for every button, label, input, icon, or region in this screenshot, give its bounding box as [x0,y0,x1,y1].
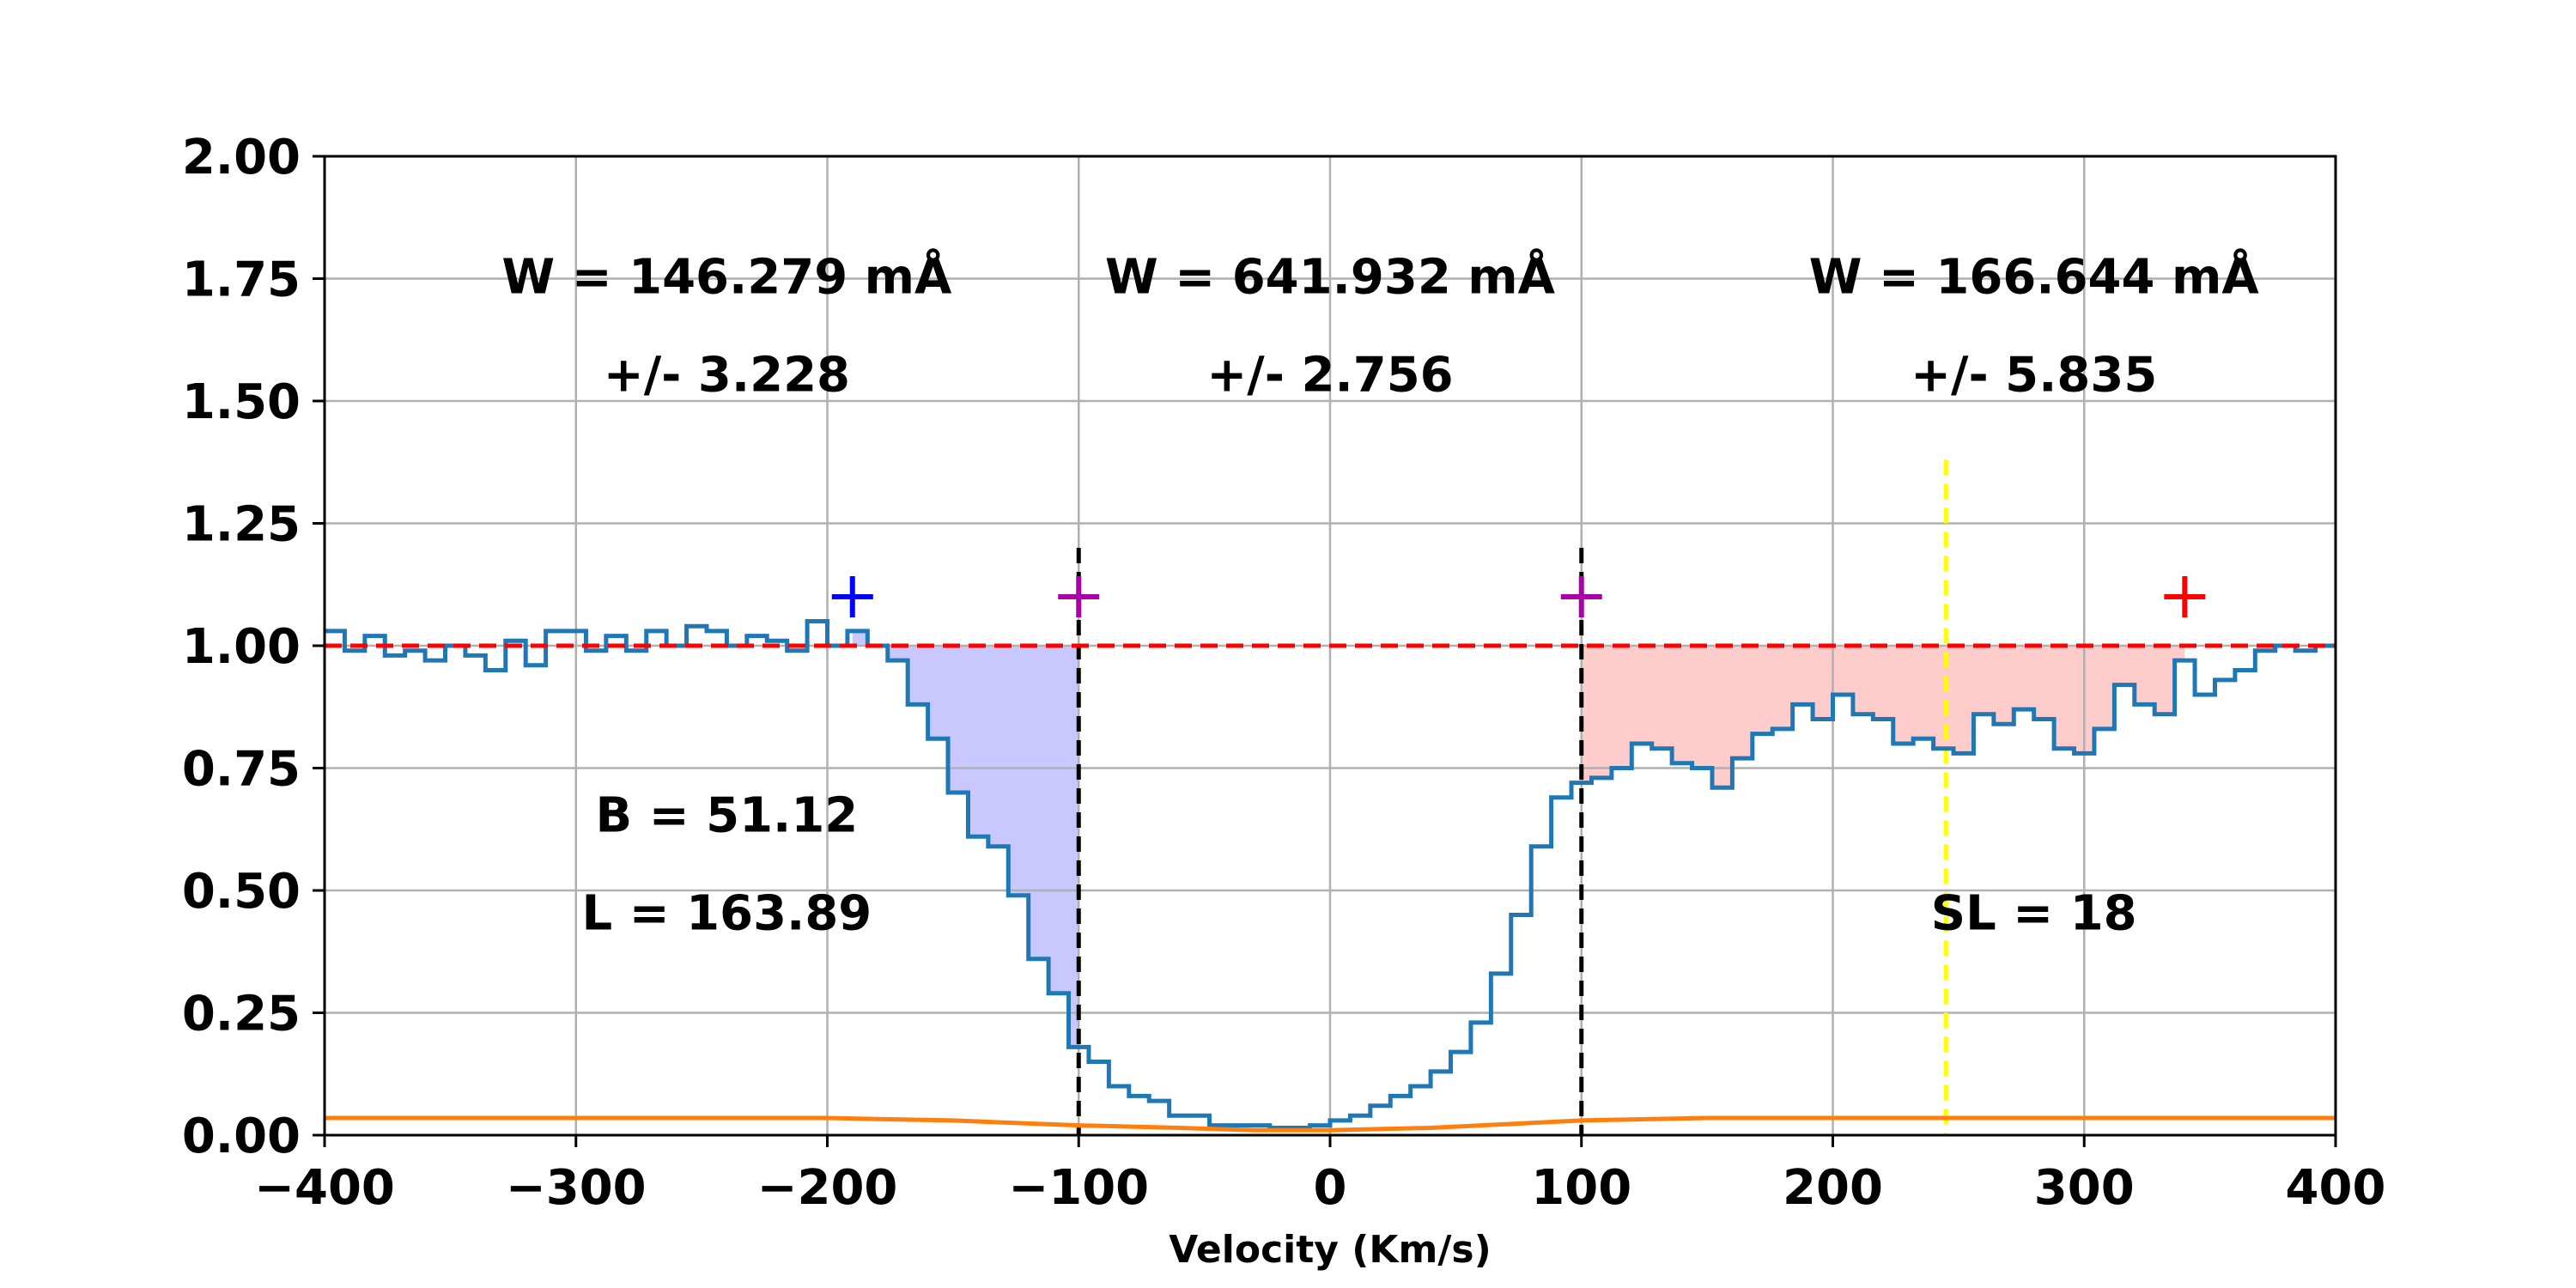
annotation-3: +/- 2.756 [1206,348,1453,404]
x-tick-label: 200 [1783,1160,1883,1216]
marker-plus-3 [2164,576,2206,617]
vertical-lines [1076,459,1948,1135]
y-tick-label: 1.25 [182,497,301,553]
annotation-8: SL = 18 [1931,886,2137,942]
y-tick-label: 0.50 [182,864,301,920]
series-lines [325,619,2336,1133]
x-tick-label: −100 [1008,1160,1149,1216]
y-tick-label: 2.00 [182,130,301,185]
annotation-6: B = 51.12 [596,788,859,844]
x-tick-label: −200 [757,1160,898,1216]
marker-plus-1 [1058,576,1100,617]
y-tick-label: 0.25 [182,987,301,1042]
series-line-0 [325,619,2336,1130]
x-tick-label: −300 [506,1160,647,1216]
markers [831,576,2206,617]
shaded-region-0 [852,630,1079,1048]
marker-plus-2 [1560,576,1602,617]
x-axis-title: Velocity (Km/s) [1169,1228,1491,1272]
x-tick-label: 100 [1531,1160,1631,1216]
annotation-0: W = 146.279 mÅ [501,249,952,306]
y-tick-label: 0.00 [182,1109,301,1164]
annotation-2: W = 641.932 mÅ [1105,249,1556,306]
x-tick-label: 400 [2286,1160,2386,1216]
annotation-1: +/- 3.228 [604,348,850,404]
x-tick-label: 300 [2034,1160,2135,1216]
shaded-regions [852,630,2185,1048]
ticks: −400 −300 −200 −100 0 100 200 300 400 0.00 0.25 0.5… [182,130,2386,1216]
y-tick-label: 1.75 [182,252,301,308]
marker-plus-0 [831,576,873,617]
annotation-7: L = 163.89 [582,886,872,942]
annotation-4: W = 166.644 mÅ [1809,249,2260,306]
series-line-1 [325,1115,2336,1133]
annotations: W = 146.279 mÅ +/- 3.228 W = 641.932 mÅ +/-… [501,249,2259,942]
x-tick-label: 0 [1314,1160,1347,1216]
y-tick-label: 0.75 [182,742,301,798]
x-tick-label: −400 [254,1160,395,1216]
annotation-5: +/- 5.835 [1911,348,2157,404]
y-tick-label: 1.00 [182,619,301,675]
shaded-region-1 [1581,646,2185,788]
y-tick-label: 1.50 [182,374,301,430]
